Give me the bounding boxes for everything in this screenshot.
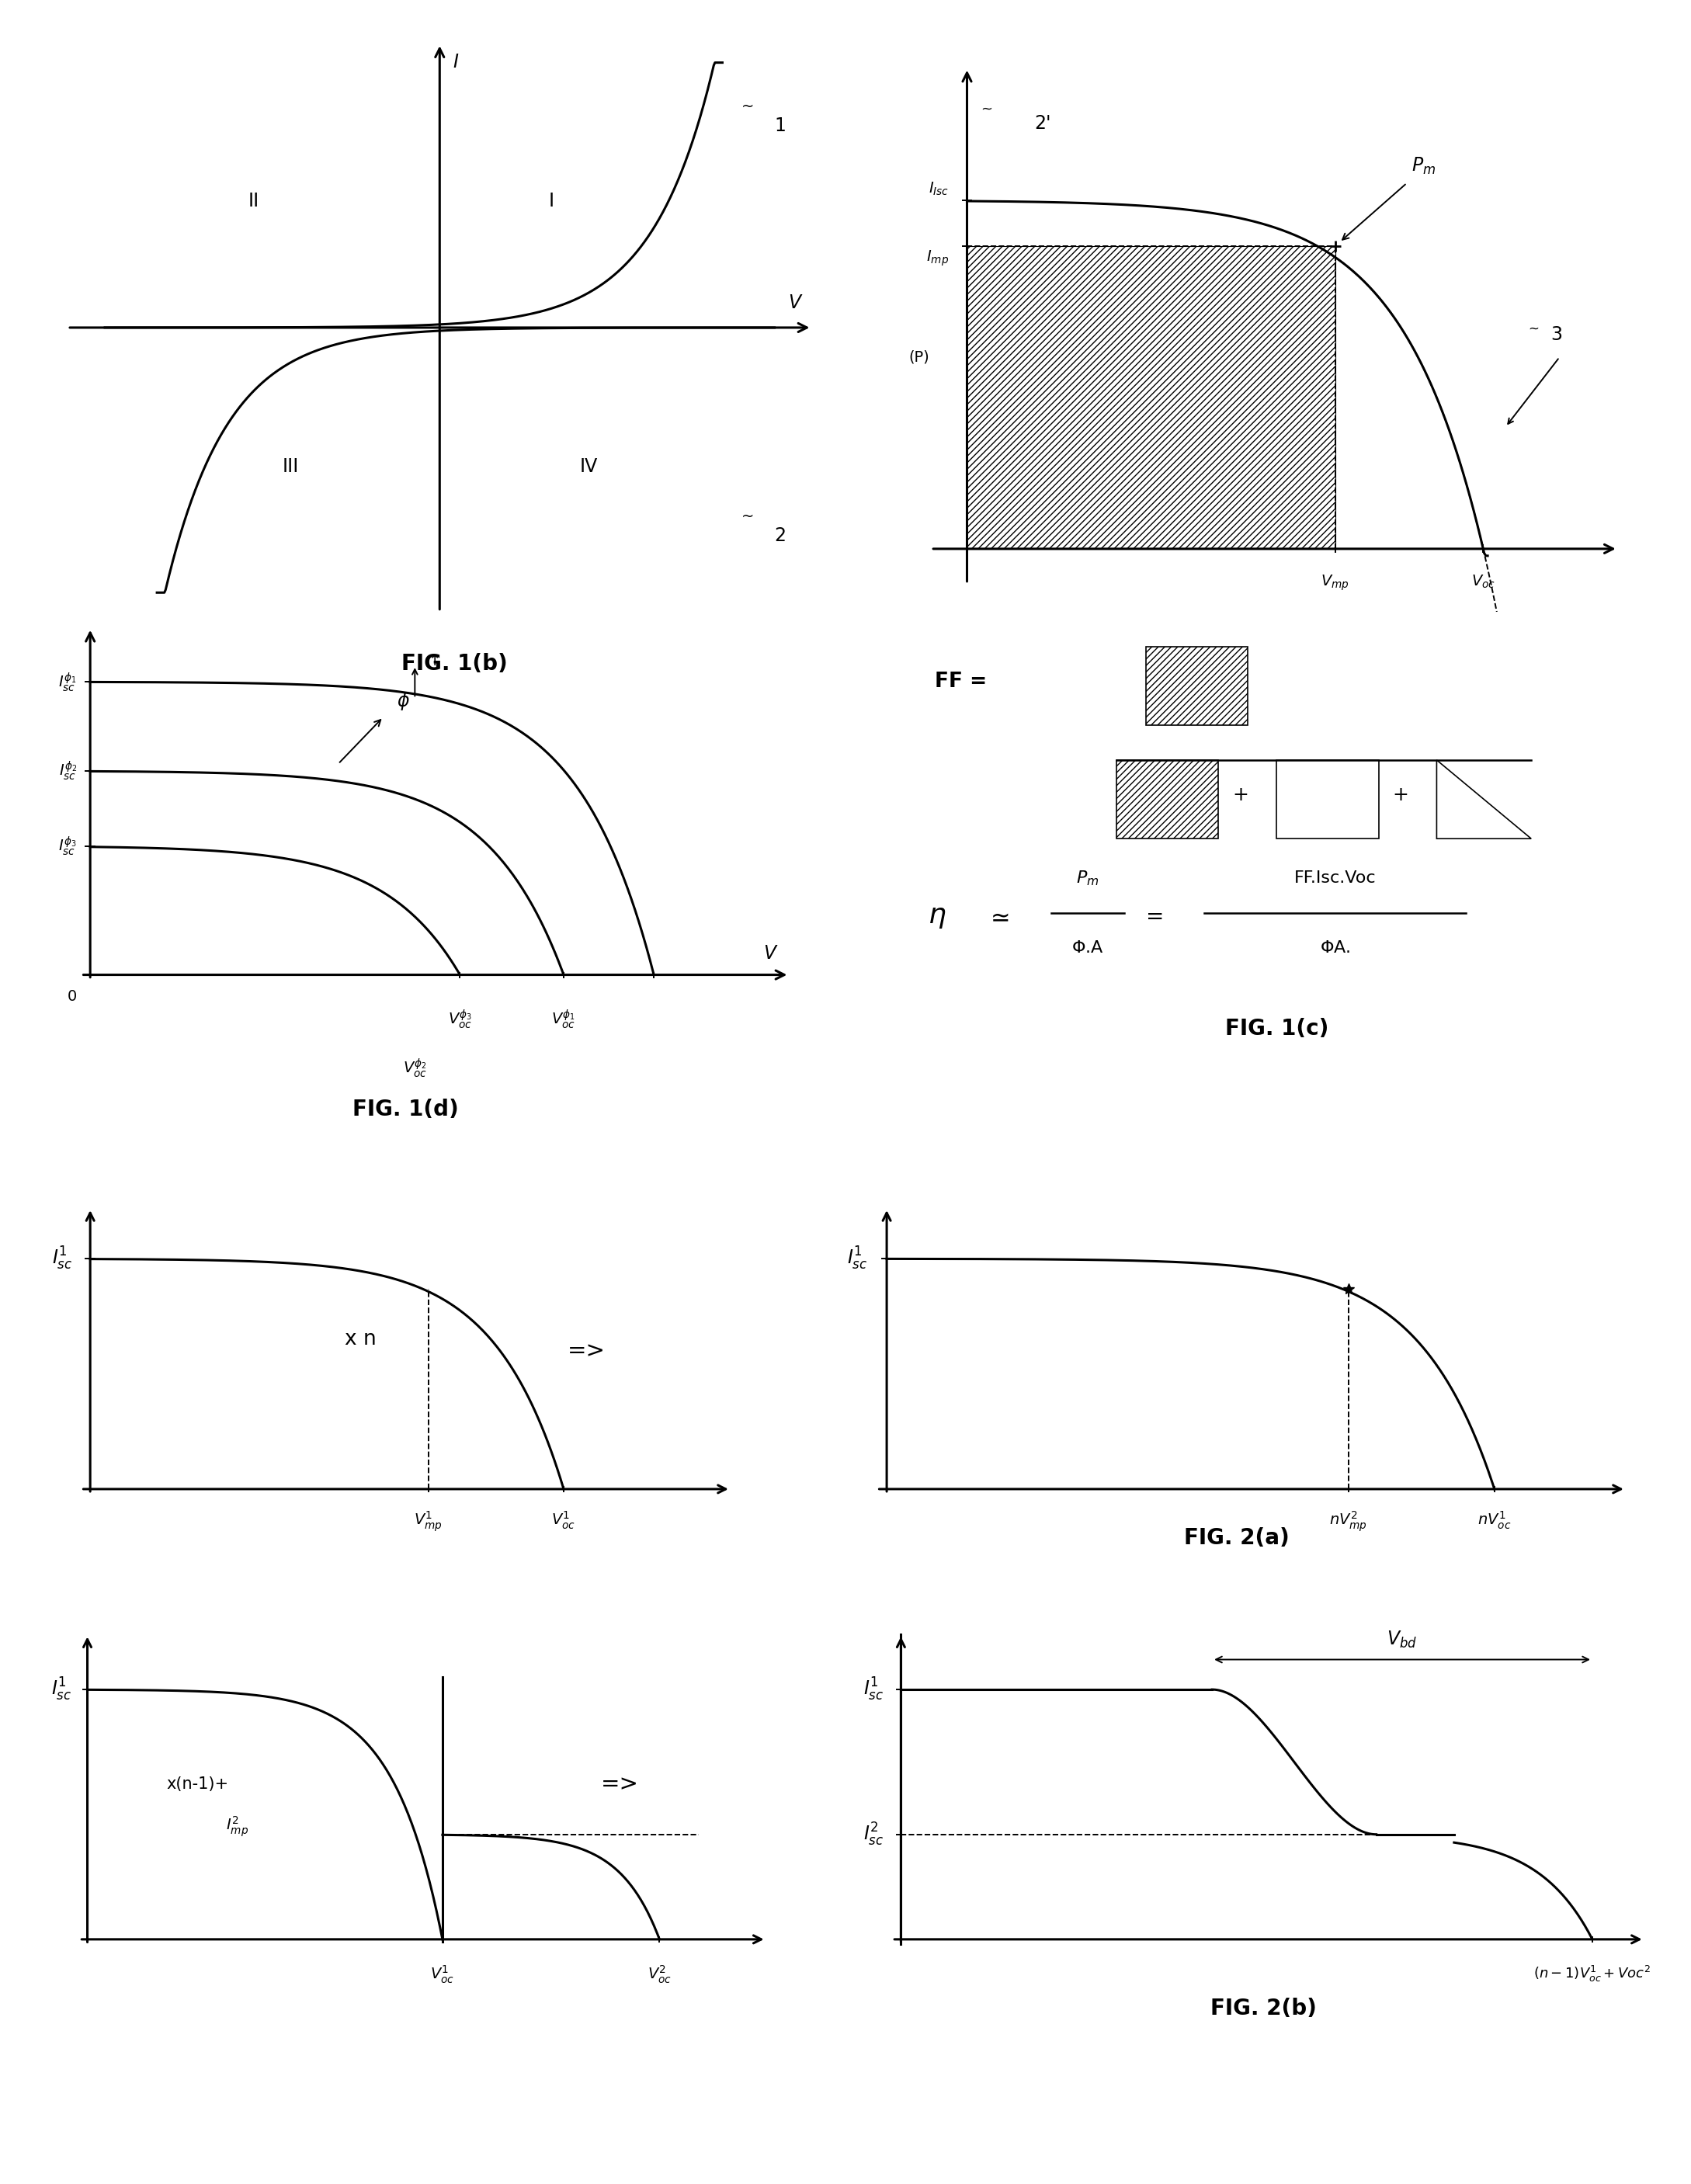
Bar bbox=[1146, 646, 1248, 725]
Text: $(n-1)V_{oc}^1+Voc^2$: $(n-1)V_{oc}^1+Voc^2$ bbox=[1534, 1963, 1650, 1983]
Text: $I_{Isc}$: $I_{Isc}$ bbox=[928, 181, 949, 197]
Text: 1: 1 bbox=[774, 116, 786, 135]
Text: $nV_{mp}^2$: $nV_{mp}^2$ bbox=[1329, 1509, 1368, 1533]
Text: $\Phi$A.: $\Phi$A. bbox=[1319, 939, 1349, 957]
Text: II: II bbox=[249, 192, 259, 210]
Text: FIG. 2(a): FIG. 2(a) bbox=[1184, 1527, 1290, 1548]
Text: x(n-1)+: x(n-1)+ bbox=[167, 1778, 228, 1793]
Text: $V_{bd}$: $V_{bd}$ bbox=[1387, 1629, 1417, 1649]
Text: FIG. 1(d): FIG. 1(d) bbox=[353, 1099, 458, 1120]
Text: FF.Isc.Voc: FF.Isc.Voc bbox=[1294, 869, 1376, 887]
Text: $I_{mp}^2$: $I_{mp}^2$ bbox=[227, 1815, 249, 1839]
Text: =: = bbox=[1146, 906, 1163, 928]
Text: $V_{oc}^{\phi_1}$: $V_{oc}^{\phi_1}$ bbox=[551, 1007, 575, 1031]
Text: =>: => bbox=[600, 1773, 639, 1795]
Text: I: I bbox=[548, 192, 555, 210]
Text: +: + bbox=[1233, 786, 1248, 804]
Text: FIG. 1(c): FIG. 1(c) bbox=[1224, 1018, 1329, 1040]
Text: ~: ~ bbox=[1529, 321, 1539, 336]
Text: $I_{sc}^{\phi_2}$: $I_{sc}^{\phi_2}$ bbox=[59, 760, 76, 782]
Text: $I_{sc}^1$: $I_{sc}^1$ bbox=[51, 1677, 71, 1704]
Bar bbox=[1277, 760, 1378, 839]
Text: $V_{oc}^{\phi_3}$: $V_{oc}^{\phi_3}$ bbox=[448, 1007, 472, 1031]
Text: FIG. 1(b): FIG. 1(b) bbox=[401, 653, 507, 675]
Text: +: + bbox=[1392, 786, 1409, 804]
Text: $\Phi$.A: $\Phi$.A bbox=[1072, 939, 1104, 957]
Text: ~: ~ bbox=[741, 509, 754, 524]
Text: $I_{sc}^2$: $I_{sc}^2$ bbox=[862, 1821, 884, 1848]
Text: $I_{mp}$: $I_{mp}$ bbox=[927, 249, 949, 269]
Text: $V_{mp}$: $V_{mp}$ bbox=[1321, 572, 1349, 592]
Text: $nV_{oc}^1$: $nV_{oc}^1$ bbox=[1478, 1509, 1512, 1531]
Text: $P_m$: $P_m$ bbox=[1412, 155, 1436, 177]
Text: $\phi$: $\phi$ bbox=[397, 690, 409, 712]
Text: 2': 2' bbox=[1035, 114, 1052, 133]
Bar bbox=[1116, 760, 1219, 839]
Text: V: V bbox=[763, 943, 776, 963]
Text: IV: IV bbox=[580, 456, 597, 476]
Text: $V_{mp}^1$: $V_{mp}^1$ bbox=[414, 1509, 443, 1533]
Text: $I_{sc}^{\phi_1}$: $I_{sc}^{\phi_1}$ bbox=[59, 670, 76, 692]
Text: $I_{sc}^{\phi_3}$: $I_{sc}^{\phi_3}$ bbox=[59, 834, 76, 856]
Text: $V_{oc}^{\phi_2}$: $V_{oc}^{\phi_2}$ bbox=[402, 1057, 426, 1079]
Text: ~: ~ bbox=[981, 103, 993, 116]
Text: $V_{oc}^1$: $V_{oc}^1$ bbox=[431, 1963, 455, 1985]
Text: $I_{sc}^1$: $I_{sc}^1$ bbox=[862, 1677, 884, 1704]
Text: III: III bbox=[282, 456, 299, 476]
Text: $\eta$: $\eta$ bbox=[928, 904, 945, 930]
Text: 2: 2 bbox=[774, 526, 786, 546]
Text: V: V bbox=[788, 293, 800, 312]
Text: $\simeq$: $\simeq$ bbox=[986, 906, 1010, 928]
Text: $I_{sc}^1$: $I_{sc}^1$ bbox=[847, 1245, 867, 1271]
Text: FF =: FF = bbox=[935, 670, 988, 692]
Text: $V_{oc}$: $V_{oc}$ bbox=[1471, 572, 1495, 590]
Text: ~: ~ bbox=[741, 100, 754, 114]
Text: $I_{sc}^1$: $I_{sc}^1$ bbox=[52, 1245, 73, 1271]
Text: ↑: ↑ bbox=[428, 653, 441, 668]
Polygon shape bbox=[1437, 760, 1532, 839]
Text: x n: x n bbox=[345, 1330, 377, 1350]
Text: FIG. 2(b): FIG. 2(b) bbox=[1211, 1998, 1317, 2020]
Text: $V_{oc}^1$: $V_{oc}^1$ bbox=[551, 1509, 575, 1531]
Text: 0: 0 bbox=[68, 989, 76, 1005]
Text: =>: => bbox=[566, 1341, 605, 1363]
Text: I: I bbox=[453, 52, 458, 72]
Text: $V_{oc}^2$: $V_{oc}^2$ bbox=[648, 1963, 671, 1985]
Text: (P): (P) bbox=[908, 349, 930, 365]
Text: 3: 3 bbox=[1551, 325, 1562, 343]
Text: $P_m$: $P_m$ bbox=[1075, 869, 1099, 887]
